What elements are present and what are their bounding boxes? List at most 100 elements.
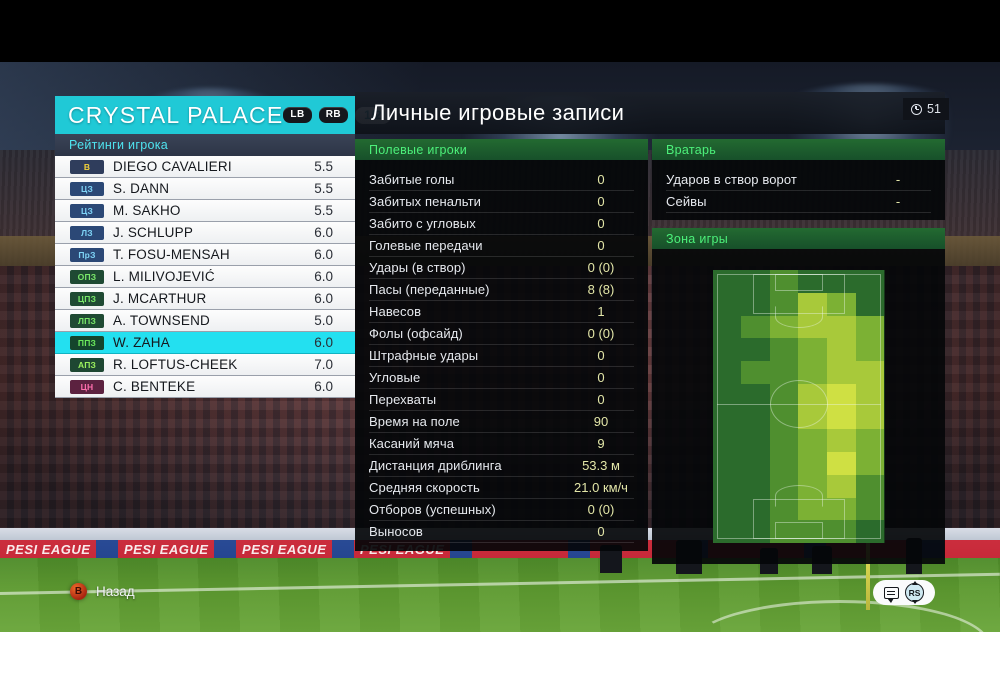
player-name: C. BENTEKE [113,379,196,394]
heatmap-cell [827,270,856,293]
heatmap-cell [741,338,770,361]
heatmap-pitch [712,270,885,543]
page-title: Личные игровые записи [371,100,625,125]
penalty-arc-top [774,306,823,328]
heatmap-cell [827,383,856,407]
penalty-arc-bottom [774,485,823,507]
lb-button[interactable]: LB [283,107,312,123]
player-position-badge: ЦН [70,379,104,394]
heatmap-cell [855,474,885,498]
player-list[interactable]: В DIEGO CAVALIERI 5.5 ЦЗ S. DANN 5.5 ЦЗ M. SAKH… [55,156,355,398]
team-ratings-panel: CRYSTAL PALACE LB RB 1/2 Рейтинги игрока… [55,96,391,398]
player-row[interactable]: ЦН C. BENTEKE 6.0 [55,376,355,398]
heatmap-cell [741,270,770,293]
heatmap-cell [855,270,885,293]
player-row[interactable]: ЦПЗ J. MCARTHUR 6.0 [55,288,355,310]
heatmap-cell [741,315,770,339]
player-name: R. LOFTUS-CHEEK [113,357,238,372]
back-button-label: Назад [96,584,135,599]
heatmap-cell [741,406,770,430]
heatmap-cell [827,361,856,384]
rb-button[interactable]: RB [318,107,349,123]
stat-label: Перехваты [369,392,437,407]
stat-value: 0 [597,392,605,407]
heatmap-cell [855,383,885,407]
stat-row: Удары (в створ) 0 (0) [369,257,634,279]
stat-row: Голевые передачи 0 [369,235,634,257]
field-players-title: Полевые игроки [355,139,648,160]
player-position-badge: ЛЗ [70,225,104,240]
player-name: T. FOSU-MENSAH [113,247,230,262]
stat-value: 90 [593,414,609,429]
heatmap-cell [712,406,742,430]
heatmap-cell [741,429,770,452]
zone-body [652,249,945,564]
player-row[interactable]: ОПЗ L. MILIVOJEVIĆ 6.0 [55,266,355,288]
right-stick-icon[interactable]: RS [905,581,924,604]
heatmap-grid [712,270,885,543]
heatmap-cell [827,452,856,475]
stat-row: Забитых пенальти 0 [369,191,634,213]
person-silhouette [600,545,622,573]
stat-value: 1 [597,304,605,319]
stat-row: Касаний мяча 9 [369,433,634,455]
stat-label: Штрафные удары [369,348,479,363]
stat-value: 0 (0) [587,502,615,517]
back-button[interactable]: B Назад [70,583,135,600]
player-row[interactable]: ЛЗ J. SCHLUPP 6.0 [55,222,355,244]
footer-icon-group[interactable]: RS [873,580,935,605]
stat-row: Выносов 0 [369,521,634,543]
stat-label: Навесов [369,304,422,319]
heatmap-cell [741,383,770,407]
player-rating: 6.0 [314,269,333,284]
player-name: S. DANN [113,181,170,196]
player-row[interactable]: ЦЗ M. SAKHO 5.5 [55,200,355,222]
chat-icon[interactable] [884,586,899,603]
team-header: CRYSTAL PALACE LB RB 1/2 [55,96,391,134]
heatmap-cell [855,497,885,521]
zone-panel: Зона игры [652,228,945,564]
ad-text: PESI EAGUE [124,542,209,557]
player-row[interactable]: ЛПЗ A. TOWNSEND 5.0 [55,310,355,332]
heatmap-cell [855,338,885,361]
clock-value: 51 [927,102,941,116]
player-row[interactable]: В DIEGO CAVALIERI 5.5 [55,156,355,178]
heatmap-cell [827,406,856,430]
field-players-panel: Полевые игроки Забитые голы 0 Забитых пена… [355,139,648,551]
goalkeeper-stat-list: Ударов в створ ворот - Сейвы - [652,160,945,220]
stat-label: Касаний мяча [369,436,455,451]
heatmap-cell [855,406,885,430]
player-name: A. TOWNSEND [113,313,210,328]
player-row[interactable]: ЦЗ S. DANN 5.5 [55,178,355,200]
ad-text: PESI EAGUE [242,542,327,557]
stat-label: Отборов (успешных) [369,502,496,517]
player-name: J. MCARTHUR [113,291,207,306]
heatmap-cell [827,497,856,521]
heatmap-cell [855,452,885,475]
player-row[interactable]: АПЗ R. LOFTUS-CHEEK 7.0 [55,354,355,376]
stat-label: Выносов [369,524,423,539]
player-row[interactable]: ППЗ W. ZAHA 6.0 [55,332,355,354]
player-row[interactable]: ПрЗ T. FOSU-MENSAH 6.0 [55,244,355,266]
stat-value: 0 [597,238,605,253]
player-rating: 6.0 [314,225,333,240]
heatmap-cell [827,315,856,339]
player-rating: 5.5 [314,181,333,196]
stat-row: Сейвы - [666,191,931,213]
stat-label: Удары (в створ) [369,260,466,275]
heatmap-cell [712,292,742,316]
stat-label: Дистанция дриблинга [369,458,502,473]
stat-label: Забито с угловых [369,216,476,231]
stat-value: 8 (8) [587,282,615,297]
stat-row: Забито с угловых 0 [369,213,634,235]
pitch-markings [713,270,885,543]
page-title-bar: Личные игровые записи [355,92,945,134]
heatmap-cell [712,383,742,407]
heatmap-cell [712,474,742,498]
stat-label: Забитых пенальти [369,194,482,209]
stat-value: 0 [597,370,605,385]
heatmap-cell [855,429,885,452]
heatmap-cell [798,361,828,384]
stat-label: Угловые [369,370,421,385]
stat-row: Ударов в створ ворот - [666,169,931,191]
